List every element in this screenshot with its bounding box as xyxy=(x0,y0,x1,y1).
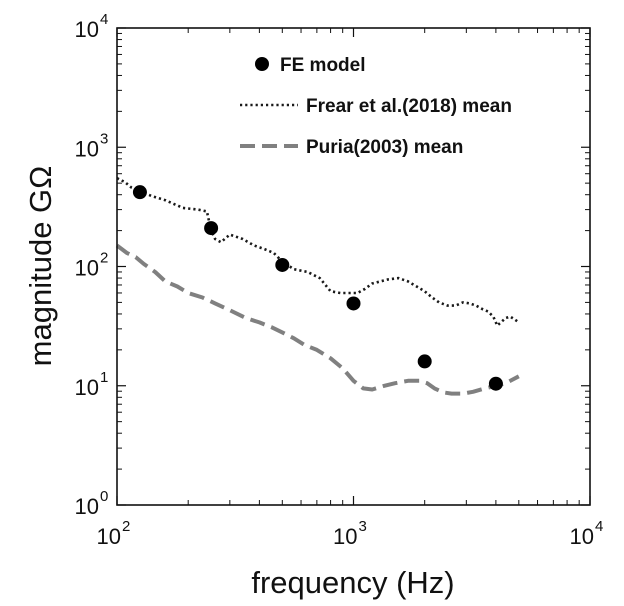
legend: FE model Frear et al.(2018) mean Puria(200… xyxy=(240,55,512,158)
y-tick-label: 10 4 xyxy=(75,11,109,42)
y-axis-title: magnitude GΩ xyxy=(23,166,58,367)
legend-label: Puria(2003) mean xyxy=(306,137,463,158)
legend-marker xyxy=(255,57,269,71)
x-tick-base: 10 xyxy=(570,524,594,549)
x-tick-label: 10 3 xyxy=(333,518,367,549)
data-point xyxy=(132,185,147,200)
tick-labels-layer: 10 2 10 3 10 410 010 110 210 310 4 xyxy=(75,11,604,549)
plot-frame xyxy=(116,27,591,506)
x-tick-exponent: 4 xyxy=(595,518,603,535)
y-tick-exponent: 3 xyxy=(100,130,108,147)
y-tick-exponent: 1 xyxy=(100,369,108,386)
y-tick-label: 10 3 xyxy=(75,130,109,161)
y-tick-base: 10 xyxy=(75,136,99,161)
series-line-frear-et-al-2018-mean xyxy=(116,177,520,327)
plot-area xyxy=(117,28,590,505)
y-tick-label: 10 0 xyxy=(75,488,109,519)
legend-item-frear-et-al-2018-mean: Frear et al.(2018) mean xyxy=(240,96,512,117)
legend-item-puria-2003-mean: Puria(2003) mean xyxy=(240,137,463,158)
x-tick-base: 10 xyxy=(97,524,121,549)
ticks-layer xyxy=(116,27,591,506)
y-tick-label: 10 2 xyxy=(75,250,109,281)
x-tick-base: 10 xyxy=(333,524,357,549)
y-tick-exponent: 2 xyxy=(100,250,108,267)
x-tick-label: 10 4 xyxy=(570,518,604,549)
y-tick-exponent: 4 xyxy=(100,11,108,28)
legend-label: FE model xyxy=(280,55,366,76)
legend-label: Frear et al.(2018) mean xyxy=(306,96,512,117)
data-point xyxy=(346,296,361,311)
data-point xyxy=(488,376,503,391)
x-tick-label: 10 2 xyxy=(97,518,131,549)
data-point xyxy=(204,221,219,236)
x-tick-exponent: 3 xyxy=(359,518,367,535)
legend-item-fe-model: FE model xyxy=(255,55,366,76)
y-tick-base: 10 xyxy=(75,375,99,400)
x-axis-title: frequency (Hz) xyxy=(251,565,454,600)
series-fe-model xyxy=(132,185,503,391)
y-tick-exponent: 0 xyxy=(100,488,108,505)
y-tick-label: 10 1 xyxy=(75,369,109,400)
data-point xyxy=(275,257,290,272)
y-tick-base: 10 xyxy=(75,17,99,42)
data-point xyxy=(417,354,432,369)
y-tick-base: 10 xyxy=(75,256,99,281)
x-tick-exponent: 2 xyxy=(122,518,130,535)
series-layer xyxy=(115,177,520,396)
y-tick-base: 10 xyxy=(75,494,99,519)
series-line-puria-2003-mean xyxy=(115,243,520,396)
